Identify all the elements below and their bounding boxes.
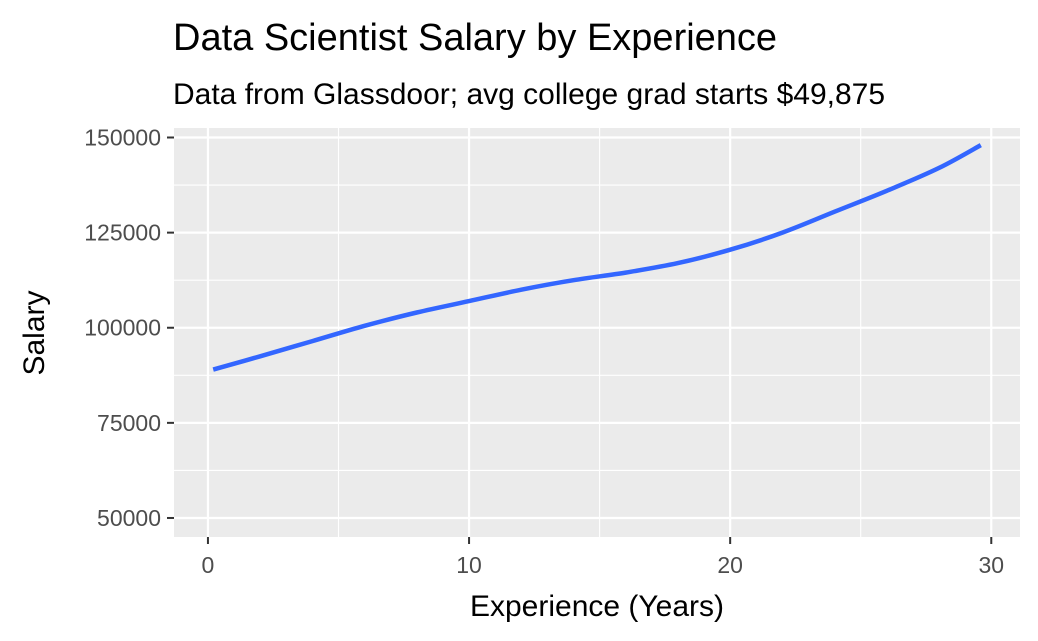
y-axis-title: Salary [18,290,51,375]
axis-ticks [167,136,993,544]
y-tick-labels: 50000 75000 100000 125000 150000 [84,125,161,531]
x-tick-label: 10 [456,552,482,578]
minor-gridlines [174,128,1020,537]
y-tick-label: 150000 [84,125,161,151]
y-tick-label: 100000 [84,315,161,341]
chart-subtitle: Data from Glassdoor; avg college grad st… [173,78,885,111]
chart-title: Data Scientist Salary by Experience [173,17,777,59]
series-layer [212,143,982,372]
major-gridlines [174,128,1020,537]
x-tick-label: 0 [202,552,215,578]
y-tick-label: 50000 [97,505,161,531]
x-tick-label: 30 [978,552,1004,578]
y-tick-label: 125000 [84,220,161,246]
y-tick-label: 75000 [97,410,161,436]
salary-line [212,143,982,372]
x-tick-labels: 0 10 20 30 [202,552,1005,578]
x-tick-label: 20 [717,552,743,578]
x-axis-title: Experience (Years) [470,590,724,623]
